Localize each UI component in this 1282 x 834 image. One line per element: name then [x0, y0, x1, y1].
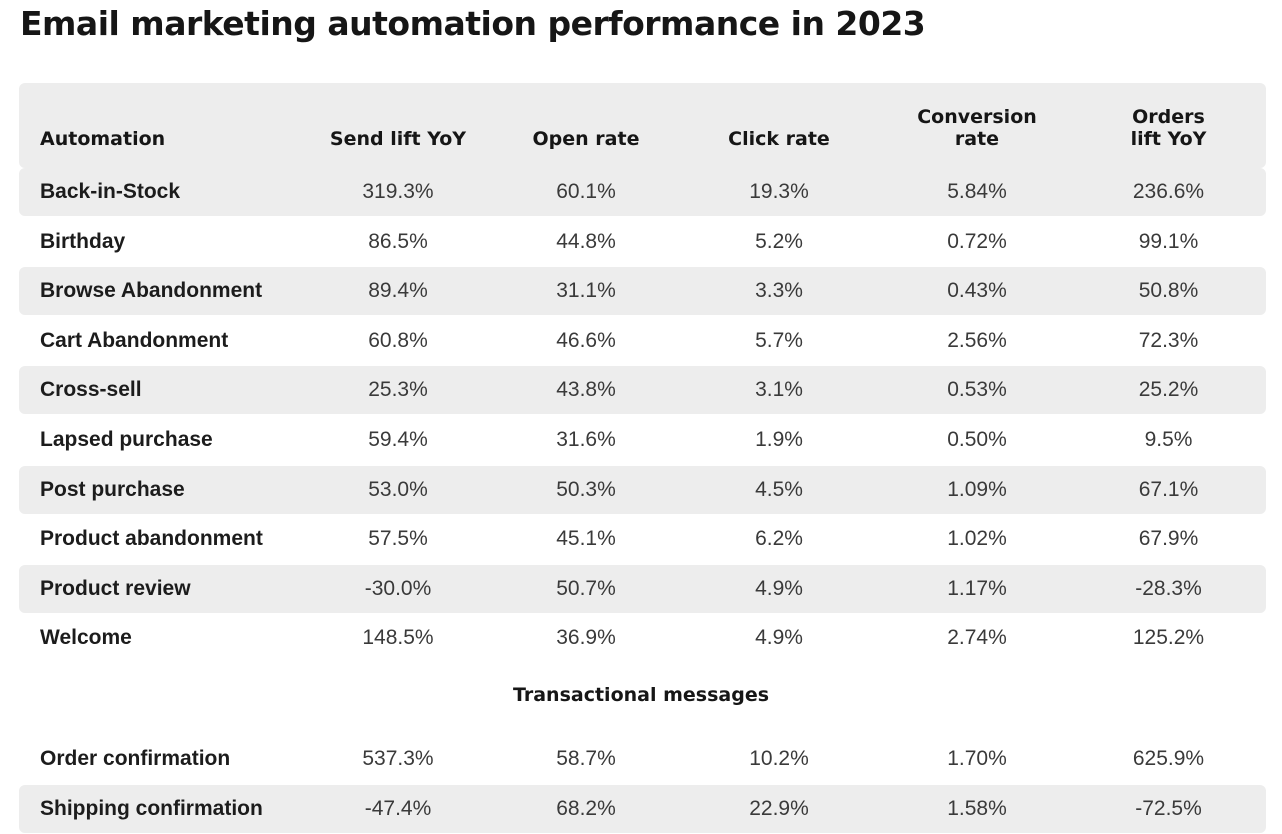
table-row: Product abandonment 57.5% 45.1% 6.2% 1.02% 67… [19, 515, 1266, 563]
orders-lift-value: 72.3% [1138, 328, 1199, 352]
orders-lift-value: 67.1% [1138, 477, 1199, 501]
table-row: Back-in-Stock 319.3% 60.1% 19.3% 5.84% 236.6% [19, 168, 1266, 216]
click-rate-value: 5.7% [755, 328, 803, 352]
open-rate-value: 45.1% [556, 527, 616, 551]
automation-name: Product abandonment [40, 527, 263, 551]
table-row: Cross-sell 25.3% 43.8% 3.1% 0.53% 25.2% [19, 366, 1266, 415]
orders-lift-value: 99.1% [1138, 229, 1199, 253]
table-row: Cart Abandonment 60.8% 46.6% 5.7% 2.56% 72.3% [19, 317, 1266, 365]
send-lift-value: 25.3% [368, 378, 428, 402]
automation-name: Lapsed purchase [40, 427, 213, 451]
open-rate-value: 43.8% [556, 378, 616, 402]
open-rate-value: 31.1% [556, 279, 616, 303]
table-row: Product review -30.0% 50.7% 4.9% 1.17% -28.3% [19, 564, 1266, 613]
conversion-rate-value: 2.74% [947, 626, 1007, 650]
table-body: Back-in-Stock 319.3% 60.1% 19.3% 5.84% 236.6%… [19, 168, 1266, 662]
header-conversion-rate: Conversion rate [917, 106, 1037, 150]
send-lift-value: 59.4% [368, 427, 428, 451]
orders-lift-value: 125.2% [1132, 626, 1205, 650]
orders-lift-value: 9.5% [1144, 427, 1193, 451]
send-lift-value: 53.0% [368, 477, 428, 501]
open-rate-value: 31.6% [556, 427, 616, 451]
send-lift-value: 148.5% [362, 626, 434, 650]
send-lift-value: -47.4% [364, 796, 432, 820]
orders-lift-value: 67.9% [1138, 527, 1199, 551]
open-rate-value: 50.3% [556, 477, 616, 501]
conversion-rate-value: 0.72% [947, 229, 1007, 253]
automation-name: Cart Abandonment [40, 328, 229, 352]
automation-name: Cross-sell [40, 378, 142, 402]
orders-lift-value: 50.8% [1138, 279, 1199, 303]
click-rate-value: 19.3% [749, 180, 809, 203]
click-rate-value: 3.1% [755, 378, 803, 402]
open-rate-value: 50.7% [556, 576, 616, 600]
automation-name: Order confirmation [40, 747, 231, 770]
automation-name: Post purchase [40, 477, 185, 501]
orders-lift-value: 625.9% [1132, 747, 1205, 770]
conversion-rate-value: 0.50% [947, 427, 1007, 451]
send-lift-value: 60.8% [368, 328, 428, 352]
transactional-section-label: Transactional messages [512, 684, 770, 706]
orders-lift-value: 236.6% [1132, 180, 1205, 203]
send-lift-value: 537.3% [362, 747, 434, 770]
click-rate-value: 22.9% [749, 796, 809, 820]
table-row: Order confirmation 537.3% 58.7% 10.2% 1.70% 6… [19, 735, 1266, 783]
click-rate-value: 1.9% [755, 427, 803, 451]
conversion-rate-value: 5.84% [947, 180, 1007, 203]
automation-name: Back-in-Stock [40, 180, 181, 203]
header-open-rate: Open rate [532, 128, 640, 150]
send-lift-value: 319.3% [362, 180, 434, 203]
open-rate-value: 44.8% [556, 229, 616, 253]
send-lift-value: -30.0% [364, 576, 432, 600]
send-lift-value: 89.4% [368, 279, 428, 303]
table-row: Post purchase 53.0% 50.3% 4.5% 1.09% 67.1% [19, 465, 1266, 514]
header-orders-lift: Orders lift YoY [1130, 106, 1207, 150]
conversion-rate-value: 0.43% [947, 279, 1007, 303]
click-rate-value: 4.9% [755, 626, 803, 650]
header-click-rate: Click rate [728, 128, 830, 150]
conversion-rate-value: 2.56% [947, 328, 1007, 352]
click-rate-value: 4.5% [755, 477, 803, 501]
open-rate-value: 46.6% [556, 328, 616, 352]
click-rate-value: 6.2% [755, 527, 803, 551]
automation-name: Browse Abandonment [40, 279, 263, 303]
click-rate-value: 3.3% [755, 279, 803, 303]
open-rate-value: 68.2% [556, 796, 616, 820]
automation-name: Shipping confirmation [40, 796, 263, 820]
conversion-rate-value: 1.58% [947, 796, 1007, 820]
orders-lift-value: 25.2% [1138, 378, 1199, 402]
send-lift-value: 57.5% [368, 527, 428, 551]
open-rate-value: 36.9% [556, 626, 616, 650]
orders-lift-value: -72.5% [1135, 796, 1202, 820]
conversion-rate-value: 1.02% [947, 527, 1007, 551]
table-row: Lapsed purchase 59.4% 31.6% 1.9% 0.50% 9.5% [19, 416, 1266, 464]
orders-lift-value: -28.3% [1135, 576, 1202, 600]
click-rate-value: 10.2% [749, 747, 809, 770]
header-send-lift: Send lift YoY [329, 128, 467, 150]
table-row: Shipping confirmation -47.4% 68.2% 22.9% 1.5… [19, 784, 1266, 833]
conversion-rate-value: 0.53% [947, 378, 1007, 402]
open-rate-value: 60.1% [556, 180, 616, 203]
click-rate-value: 5.2% [755, 229, 803, 253]
open-rate-value: 58.7% [556, 747, 616, 770]
transactional-table: Order confirmation 537.3% 58.7% 10.2% 1.70% 6… [19, 735, 1266, 834]
table-row: Browse Abandonment 89.4% 31.1% 3.3% 0.43% 50.… [19, 267, 1266, 316]
automation-name: Welcome [40, 626, 132, 650]
conversion-rate-value: 1.17% [947, 576, 1007, 600]
header-automation: Automation [40, 128, 166, 150]
table-row: Birthday 86.5% 44.8% 5.2% 0.72% 99.1% [19, 218, 1266, 266]
conversion-rate-value: 1.70% [947, 747, 1007, 770]
table-header: Automation Send lift YoY Open rate Click… [19, 83, 1266, 168]
page-title: Email marketing automation performance i… [20, 4, 926, 43]
automation-name: Birthday [40, 229, 126, 253]
table-row: Welcome 148.5% 36.9% 4.9% 2.74% 125.2% [19, 614, 1266, 662]
conversion-rate-value: 1.09% [947, 477, 1007, 501]
send-lift-value: 86.5% [368, 229, 428, 253]
automation-table: Automation Send lift YoY Open rate Click… [19, 83, 1266, 664]
automation-name: Product review [40, 576, 191, 600]
click-rate-value: 4.9% [755, 576, 803, 600]
